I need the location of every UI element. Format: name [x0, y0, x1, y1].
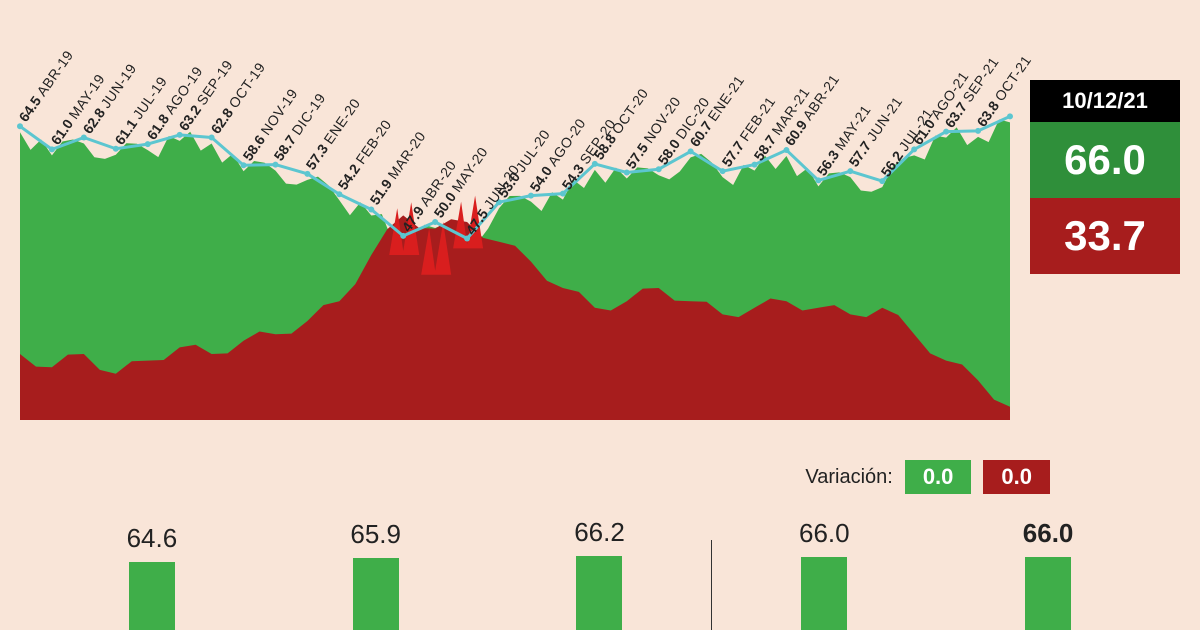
summary-badges: 10/12/21 66.0 33.7: [1030, 80, 1180, 274]
bar-item: 66.2: [488, 517, 712, 630]
bar-value-label: 66.0: [799, 518, 850, 549]
bar-item: 65.9: [264, 519, 488, 630]
date-badge: 10/12/21: [1030, 80, 1180, 122]
bar-rect: [576, 556, 622, 630]
variation-green-box: 0.0: [905, 460, 972, 494]
variation-label: Variación:: [805, 466, 892, 489]
red-value-badge: 33.7: [1030, 198, 1180, 274]
variation-red-box: 0.0: [983, 460, 1050, 494]
bar-item: 64.6: [40, 523, 264, 630]
bar-item: 66.0: [936, 518, 1160, 630]
bar-rect: [129, 562, 175, 630]
bar-rect: [1025, 557, 1071, 630]
bar-value-label: 66.2: [574, 517, 625, 548]
chart-svg: [0, 0, 1020, 430]
bar-value-label: 65.9: [350, 519, 401, 550]
green-value-badge: 66.0: [1030, 122, 1180, 198]
variation-row: Variación: 0.0 0.0: [805, 460, 1050, 494]
main-area-chart: 64.5ABR-1961.0MAY-1962.8JUN-1961.1JUL-19…: [0, 0, 1020, 430]
bars-row: 64.6 65.9 66.2 66.0 66.0: [40, 510, 1160, 630]
bar-item: 66.0: [712, 518, 936, 630]
bar-value-label: 66.0: [1023, 518, 1074, 549]
bar-rect: [353, 558, 399, 630]
bar-rect: [801, 557, 847, 630]
bar-value-label: 64.6: [127, 523, 178, 554]
